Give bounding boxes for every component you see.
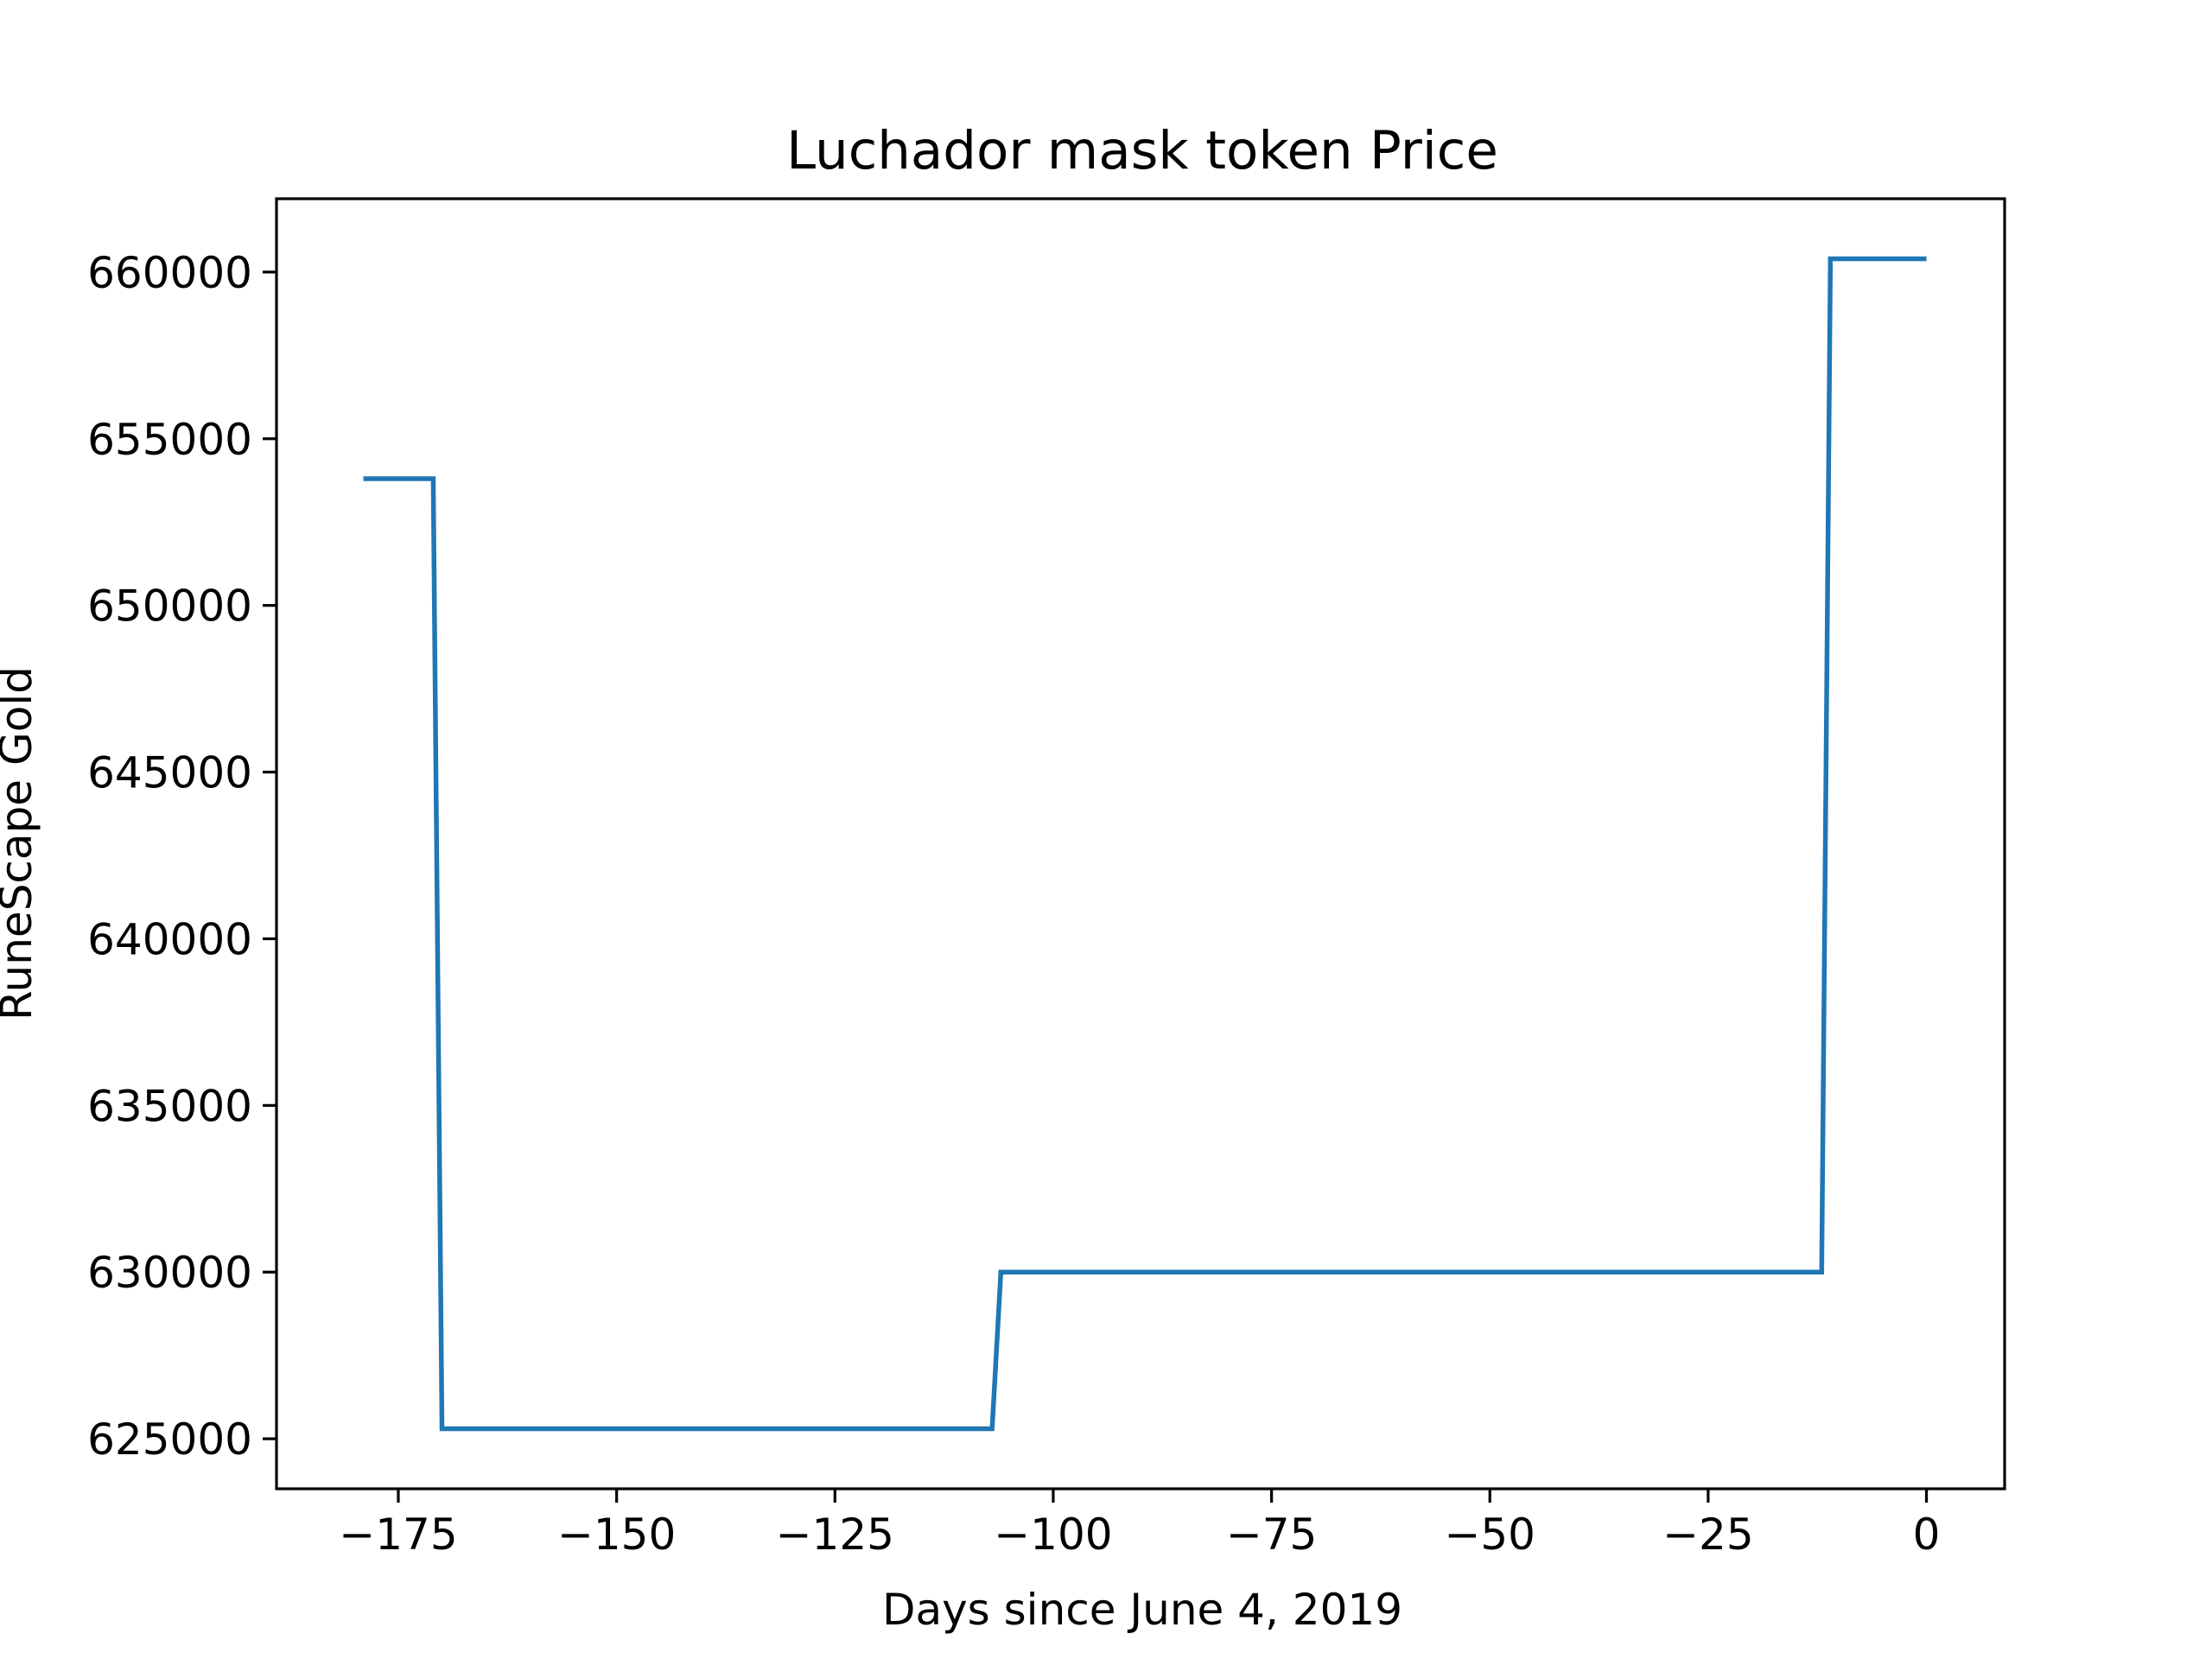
y-axis: 625000 630000 635000 640000 645000 650000 6550… xyxy=(87,248,276,1465)
y-tick-label: 630000 xyxy=(87,1248,252,1298)
x-tick-label: 0 xyxy=(1913,1510,1941,1560)
y-tick-label: 660000 xyxy=(87,248,252,298)
x-tick-label: −75 xyxy=(1226,1510,1318,1560)
x-tick-label: −50 xyxy=(1444,1510,1535,1560)
series-line-0 xyxy=(363,256,1927,1432)
x-tick-label: −25 xyxy=(1662,1510,1754,1560)
y-tick-label: 650000 xyxy=(87,582,252,632)
chart-title: Luchador mask token Price xyxy=(786,120,1498,181)
plot-area-frame xyxy=(275,197,2006,1491)
y-tick-label: 640000 xyxy=(87,914,252,964)
y-tick-label: 635000 xyxy=(87,1081,252,1131)
x-axis: −175 −150 −125 −100 −75 −50 −25 0 xyxy=(339,1489,1940,1560)
y-tick-label: 655000 xyxy=(87,415,252,465)
x-tick-label: −175 xyxy=(339,1510,457,1560)
x-tick-label: −150 xyxy=(557,1510,676,1560)
y-tick-label: 625000 xyxy=(87,1414,252,1465)
y-tick-label: 645000 xyxy=(87,748,252,798)
series-layer xyxy=(363,256,1927,1432)
x-tick-label: −100 xyxy=(994,1510,1112,1560)
x-axis-label: Days since June 4, 2019 xyxy=(882,1585,1402,1635)
x-tick-label: −125 xyxy=(776,1510,894,1560)
y-axis-label: RuneScape Gold xyxy=(0,666,41,1020)
